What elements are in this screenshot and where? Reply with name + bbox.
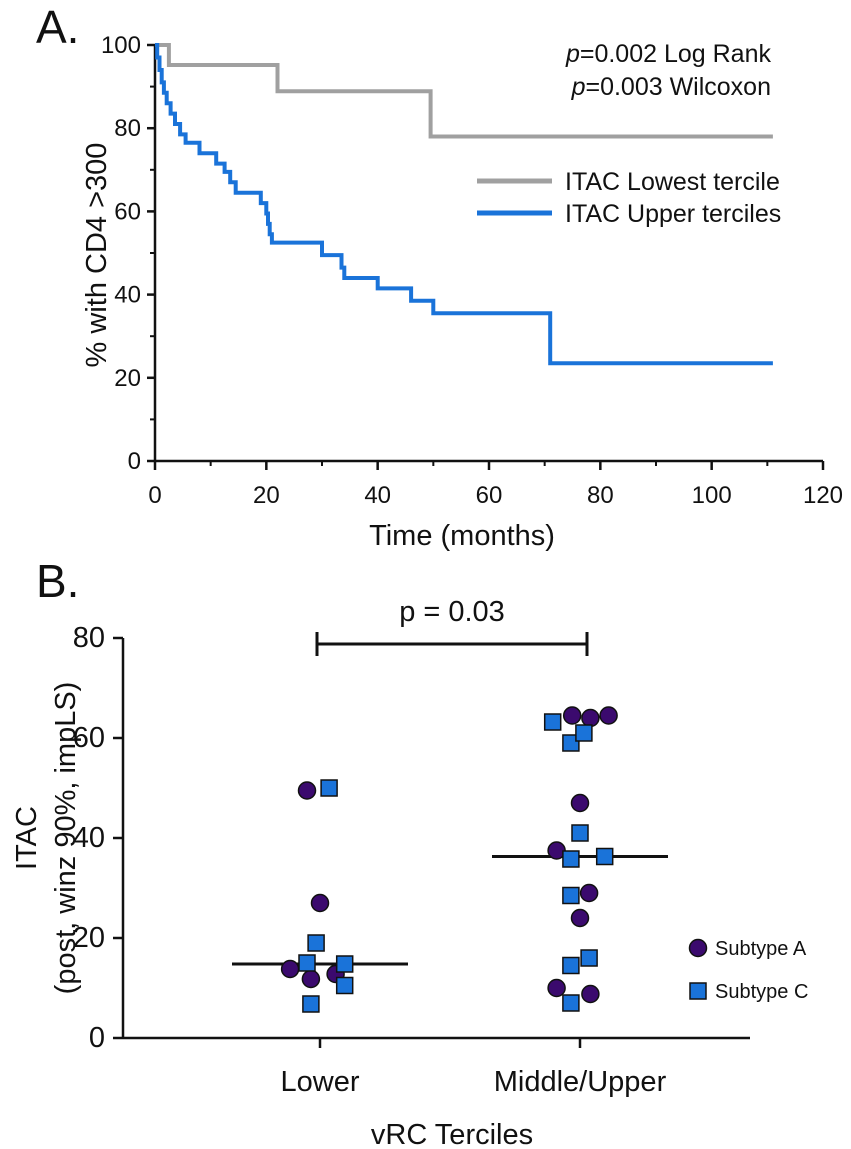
scatter-y-tick-label: 0	[89, 1022, 105, 1054]
pvalue-label: p = 0.03	[399, 596, 505, 628]
legend-marker-subtype-a	[688, 938, 708, 958]
km-y-tick-label: 60	[114, 198, 141, 225]
km-y-tick-label: 40	[114, 282, 141, 309]
point-subtype-c	[580, 949, 598, 967]
point-subtype-a	[599, 706, 618, 725]
point-subtype-c	[543, 713, 562, 731]
scatter-tick-labels: 0 20 40 60 80 Lower Middle/Upper	[73, 622, 667, 1098]
point-subtype-c	[571, 824, 589, 842]
point-subtype-c	[562, 956, 580, 975]
km-y-tick-label: 80	[114, 115, 141, 142]
significance-bracket: p = 0.03	[315, 596, 589, 656]
point-subtype-a	[581, 984, 600, 1004]
point-subtype-a	[570, 908, 590, 928]
legend-label-lowest: ITAC Lowest tercile	[565, 168, 780, 196]
km-y-tick-label: 100	[101, 32, 141, 59]
point-subtype-a	[297, 781, 317, 800]
km-y-axis-title: % with CD4 >300	[81, 143, 113, 368]
scatter-y-tick-label: 60	[73, 722, 105, 754]
km-y-tick-label: 0	[128, 448, 141, 475]
scatter-category-label: Lower	[281, 1066, 360, 1098]
legend-label-subtype-c: Subtype C	[715, 981, 808, 1003]
panel-a: A. 0 20 40 60 80 100 0 20 40 60 80 100 120 Time (mon…	[36, 1, 843, 552]
point-subtype-a	[581, 708, 600, 728]
km-y-tick-label: 20	[114, 365, 141, 392]
km-series-lowest-tercile	[155, 43, 773, 139]
point-subtype-c	[320, 779, 338, 797]
point-subtype-a	[280, 959, 300, 979]
km-legend: ITAC Lowest tercile ITAC Upper terciles	[477, 168, 781, 228]
km-axes	[147, 43, 825, 470]
point-subtype-a	[570, 793, 590, 813]
scatter-y-tick-label: 20	[73, 922, 105, 954]
scatter-axes	[113, 636, 750, 1048]
scatter-y-tick-label: 80	[73, 622, 105, 654]
legend-marker-subtype-c	[689, 982, 707, 1000]
point-subtype-c	[335, 955, 354, 973]
km-x-axis-title: Time (months)	[369, 520, 555, 552]
km-x-tick-label: 60	[476, 482, 503, 509]
legend-label-upper: ITAC Upper terciles	[565, 200, 781, 228]
point-subtype-c	[298, 954, 316, 972]
scatter-legend: Subtype A Subtype C	[688, 938, 808, 1003]
point-subtype-a	[547, 978, 566, 998]
km-x-tick-label: 0	[148, 482, 161, 509]
point-subtype-a	[562, 706, 582, 725]
point-subtype-c	[575, 724, 593, 742]
km-pvalue-wilcoxon: p=0.003 Wilcoxon	[571, 73, 771, 101]
point-subtype-a	[301, 969, 321, 989]
scatter-x-axis-title: vRC Terciles	[371, 1119, 533, 1149]
scatter-y-axis-title-line2: (post, winz 90%, impLS)	[50, 682, 82, 995]
panel-b-label: B.	[36, 555, 79, 607]
point-subtype-c	[335, 976, 354, 995]
km-x-tick-label: 40	[364, 482, 391, 509]
point-subtype-c	[562, 886, 580, 905]
km-x-tick-label: 120	[803, 482, 843, 509]
point-subtype-c	[562, 994, 580, 1012]
point-subtype-c	[562, 850, 580, 868]
legend-label-subtype-a: Subtype A	[715, 938, 807, 960]
scatter-y-tick-label: 40	[73, 822, 105, 854]
point-subtype-a	[310, 893, 330, 913]
km-x-tick-label: 20	[253, 482, 280, 509]
panel-a-label: A.	[36, 1, 79, 53]
panel-b: B. 0 20 40 60 80 Lower Middle/Upper p = 0.03 v…	[11, 555, 808, 1149]
point-subtype-c	[562, 734, 580, 752]
point-subtype-a	[579, 883, 599, 903]
km-x-tick-label: 100	[692, 482, 732, 509]
km-tick-labels: 0 20 40 60 80 100 0 20 40 60 80 100 120	[101, 32, 843, 509]
km-series	[155, 43, 773, 366]
point-subtype-c	[302, 995, 320, 1013]
scatter-category-label: Middle/Upper	[494, 1066, 667, 1098]
median-lines	[232, 855, 668, 966]
point-subtype-c	[595, 847, 614, 866]
point-subtype-c	[307, 934, 325, 952]
km-pvalue-logrank: p=0.002 Log Rank	[565, 40, 772, 68]
km-series-upper-terciles	[155, 43, 773, 366]
scatter-points	[280, 706, 618, 1013]
km-x-tick-label: 80	[587, 482, 614, 509]
scatter-y-axis-title-line1: ITAC	[11, 806, 43, 870]
